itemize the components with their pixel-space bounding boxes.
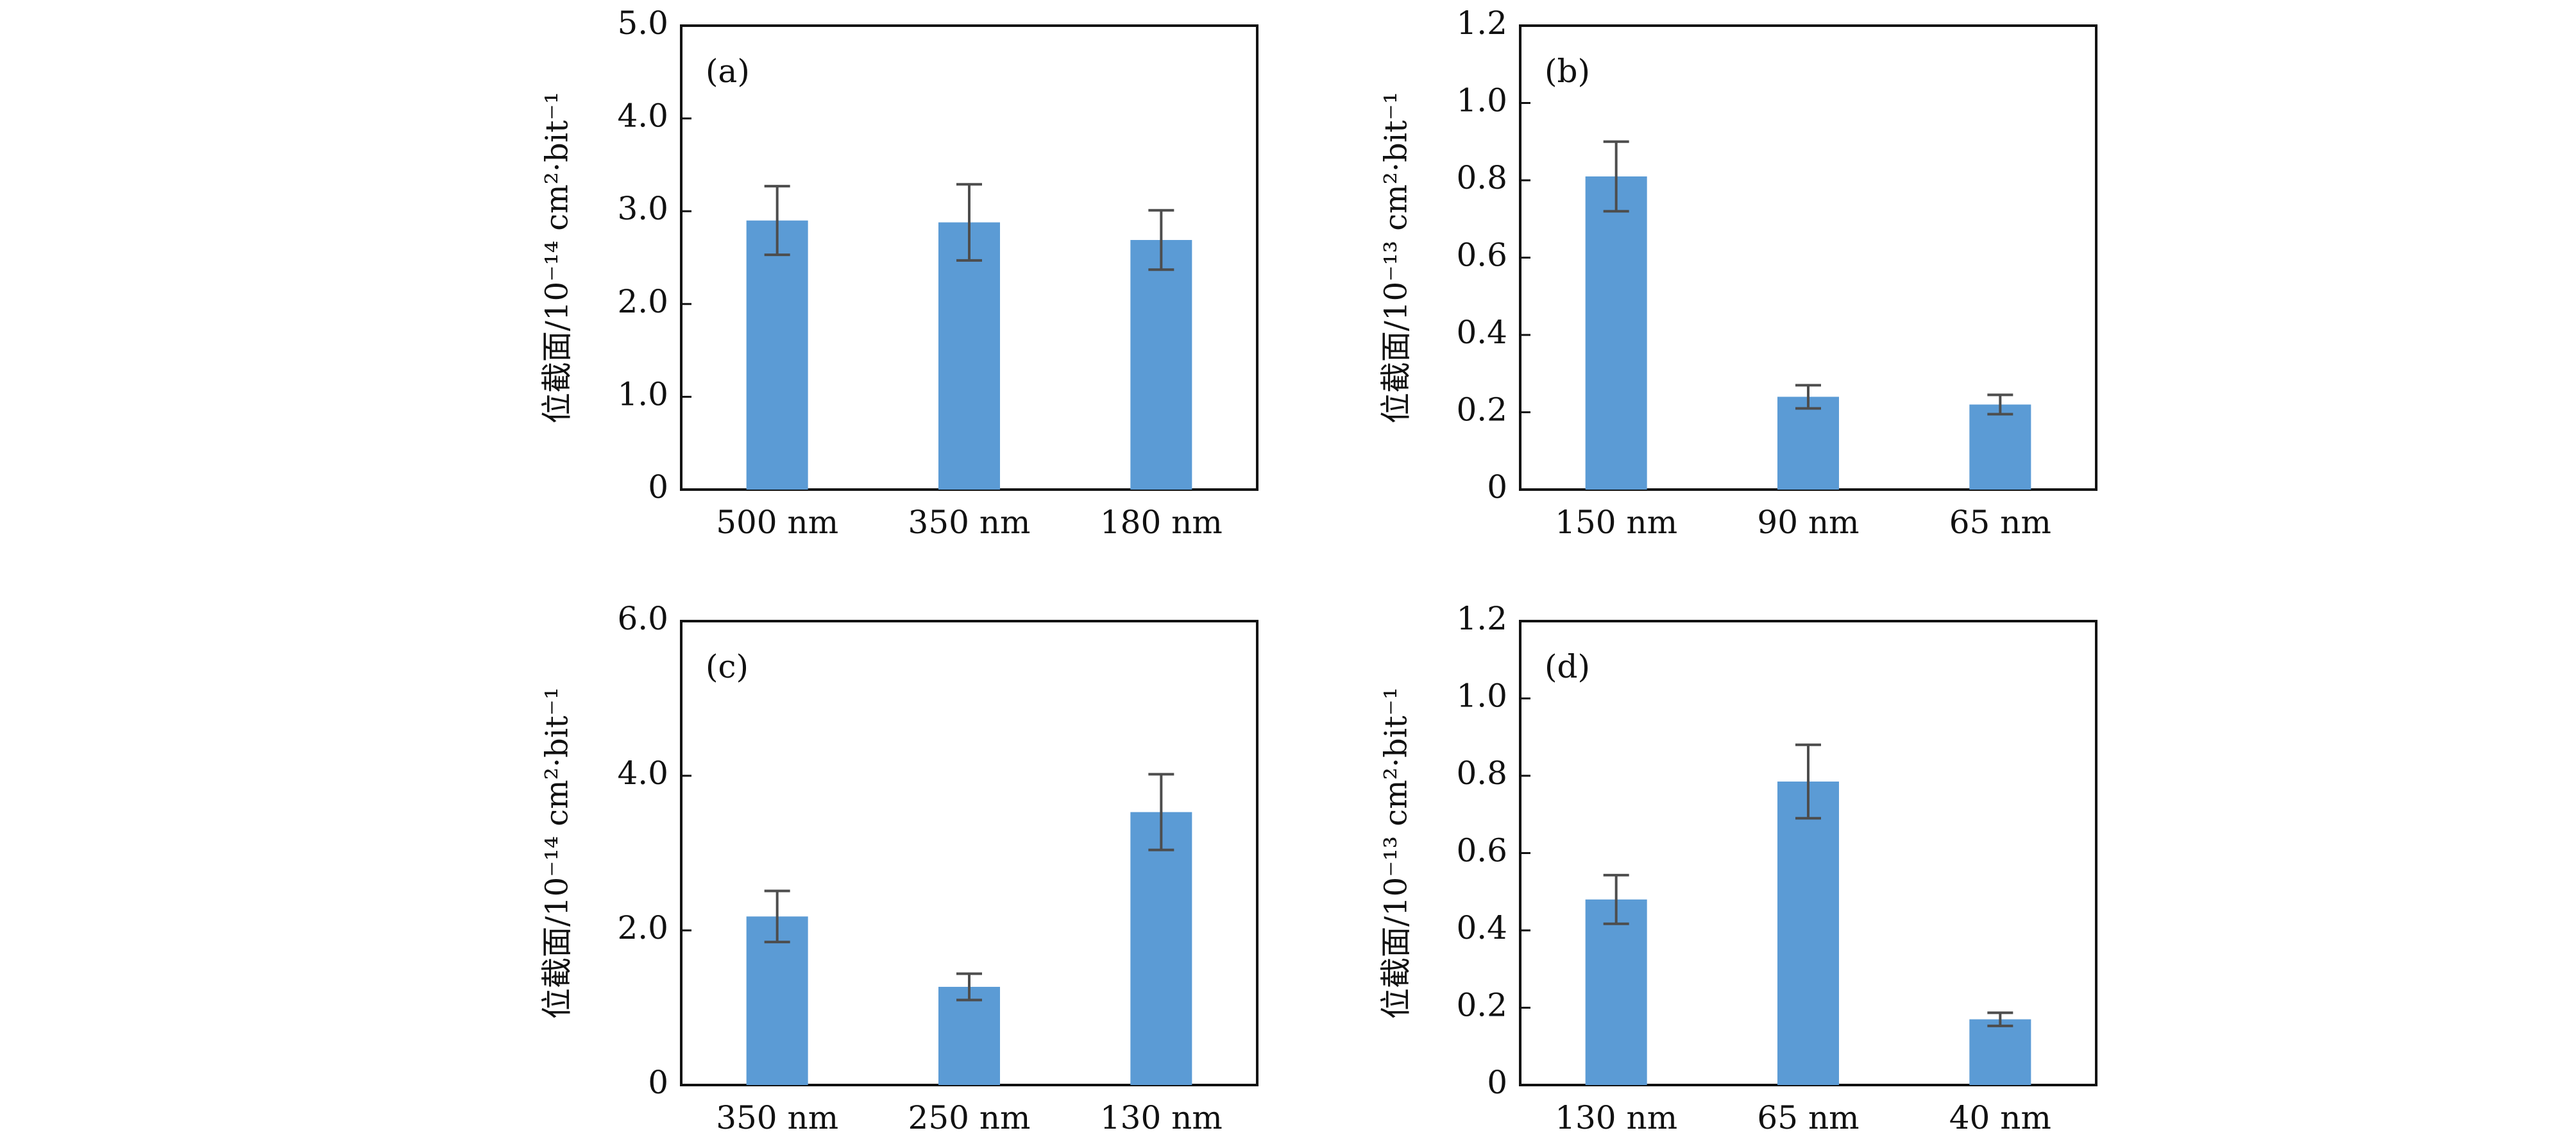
bar-1: [1585, 899, 1647, 1085]
y-axis-label: 位截面/10⁻¹³ cm²·bit⁻¹: [1378, 687, 1414, 1019]
bar-3: [1969, 1019, 2031, 1085]
bar-1: [746, 916, 808, 1085]
y-tick-label: 0.6: [1456, 237, 1507, 274]
y-tick-label: 1.2: [1456, 4, 1507, 42]
y-tick-label: 0: [1487, 468, 1507, 506]
x-tick-label: 65 nm: [1757, 1099, 1859, 1136]
y-tick-label: 1.2: [1456, 600, 1507, 637]
bar-2: [938, 222, 1000, 490]
bar-2: [1777, 397, 1839, 490]
y-tick-label: 2.0: [617, 909, 668, 946]
chart-panel-4: 0 0.2 0.4 0.6 0.8 1.0 1.2 130 nm 65 nm 40 nm (d) 位截…: [1378, 600, 2097, 1136]
chart-panel-1: 0 1.0 2.0 3.0 4.0 5.0 500 nm 350 nm 180 nm (a) 位截面…: [539, 4, 1258, 541]
y-axis-label: 位截面/10⁻¹⁴ cm²·bit⁻¹: [539, 687, 575, 1019]
error-bar-3: [1987, 1011, 2013, 1027]
error-bar-2: [1795, 743, 1821, 820]
error-bar-3: [1148, 209, 1174, 271]
error-bar-3: [1987, 393, 2013, 416]
panel-label: (a): [706, 53, 750, 90]
x-tick-label: 65 nm: [1949, 504, 2051, 541]
x-tick-label: 350 nm: [908, 504, 1031, 541]
y-tick-label: 2.0: [617, 283, 668, 320]
x-tick-label: 40 nm: [1949, 1099, 2051, 1136]
error-bar-1: [1603, 140, 1629, 213]
bar-1: [746, 220, 808, 490]
x-tick-label: 500 nm: [716, 504, 838, 541]
bar-1: [1585, 176, 1647, 490]
x-tick-label: 180 nm: [1100, 504, 1223, 541]
y-tick-label: 0.6: [1456, 832, 1507, 869]
y-tick-label: 0.4: [1456, 909, 1507, 946]
error-bar-2: [956, 972, 982, 1002]
y-axis-label: 位截面/10⁻¹⁴ cm²·bit⁻¹: [539, 92, 575, 423]
y-tick-label: 4.0: [617, 98, 668, 135]
error-bar-1: [1603, 873, 1629, 925]
y-tick-label: 0: [1487, 1064, 1507, 1101]
bar-2: [938, 986, 1000, 1085]
error-bar-1: [764, 889, 790, 944]
error-bar-2: [956, 183, 982, 262]
bar-3: [1130, 240, 1192, 490]
chart-panel-2: 0 0.2 0.4 0.6 0.8 1.0 1.2 150 nm 90 nm 65 nm (b) 位截…: [1378, 4, 2097, 541]
error-bar-2: [1795, 384, 1821, 410]
x-tick-label: 150 nm: [1555, 504, 1677, 541]
bar-2: [1777, 782, 1839, 1085]
panel-label: (d): [1545, 648, 1590, 685]
y-tick-label: 1.0: [617, 375, 668, 413]
error-bar-3: [1148, 773, 1174, 851]
chart-panel-3: 0 2.0 4.0 6.0 350 nm 250 nm 130 nm (c) 位截面/10⁻¹⁴…: [539, 600, 1258, 1136]
y-tick-label: 0.8: [1456, 755, 1507, 792]
y-tick-label: 1.0: [1456, 82, 1507, 119]
y-tick-label: 0.8: [1456, 159, 1507, 196]
bar-3: [1130, 812, 1192, 1085]
y-tick-label: 0: [648, 1064, 668, 1101]
x-tick-label: 130 nm: [1100, 1099, 1223, 1136]
panel-label: (c): [706, 648, 749, 685]
y-tick-label: 0.4: [1456, 314, 1507, 351]
error-bar-1: [764, 185, 790, 257]
x-tick-label: 90 nm: [1757, 504, 1859, 541]
y-tick-label: 5.0: [617, 4, 668, 42]
y-tick-label: 1.0: [1456, 678, 1507, 715]
y-tick-label: 3.0: [617, 190, 668, 227]
y-tick-label: 0.2: [1456, 391, 1507, 429]
y-tick-label: 6.0: [617, 600, 668, 637]
y-axis-label: 位截面/10⁻¹³ cm²·bit⁻¹: [1378, 92, 1414, 423]
x-tick-label: 350 nm: [716, 1099, 838, 1136]
x-tick-label: 250 nm: [908, 1099, 1031, 1136]
y-tick-label: 4.0: [617, 755, 668, 792]
bar-3: [1969, 404, 2031, 490]
x-tick-label: 130 nm: [1555, 1099, 1677, 1136]
y-tick-label: 0: [648, 468, 668, 506]
panel-label: (b): [1545, 53, 1590, 90]
y-tick-label: 0.2: [1456, 987, 1507, 1024]
